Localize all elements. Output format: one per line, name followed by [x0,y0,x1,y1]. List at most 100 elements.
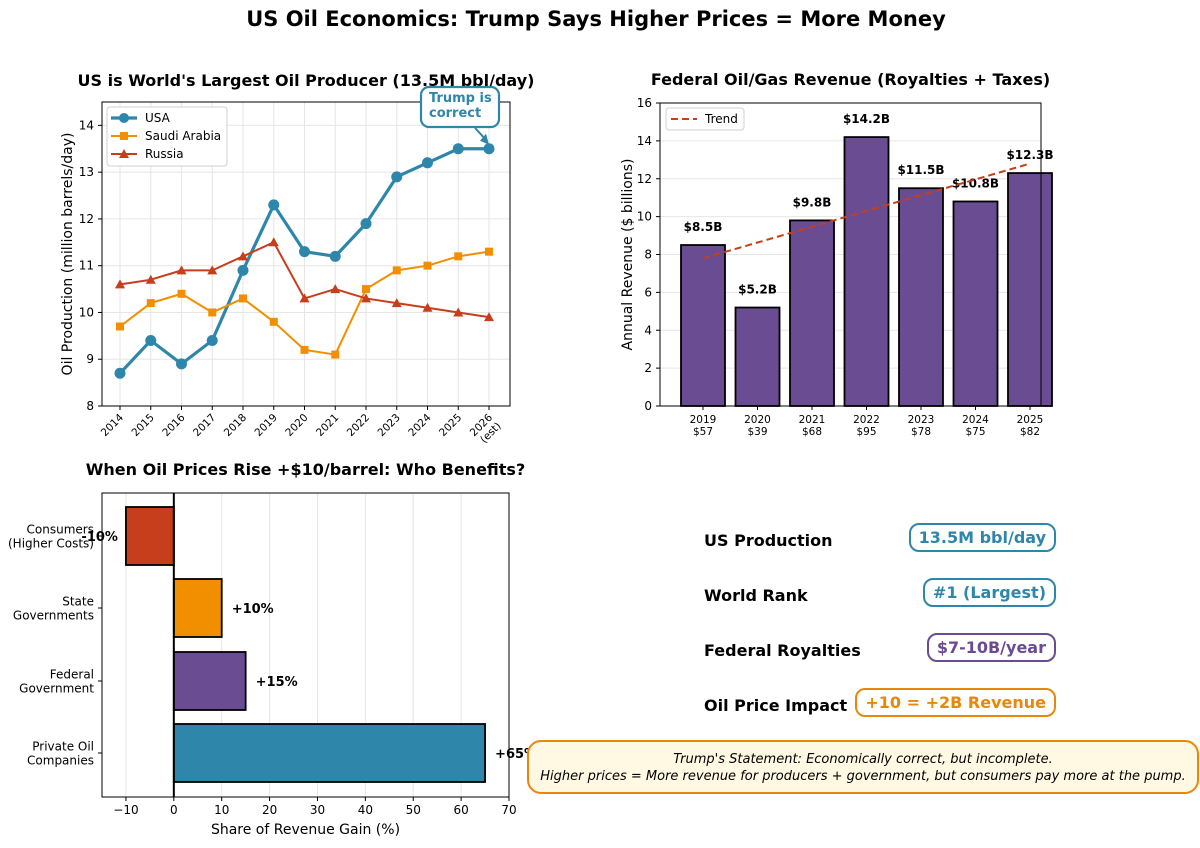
data-point [423,261,432,270]
bar-value-label: +65% [495,747,537,762]
data-point [299,293,310,303]
legend-label: Trend [704,112,738,126]
x-tick-label: 2014 [99,411,127,439]
data-point [176,358,187,370]
y-axis-label: Annual Revenue ($ billions) [620,159,636,351]
y-tick-label: 12 [79,212,94,226]
bar-value-label: -10% [81,530,118,545]
x-axis-label: Share of Revenue Gain (%) [211,822,400,838]
data-point [269,317,278,326]
legend-marker [120,132,128,140]
bar-value-label: $5.2B [738,283,777,297]
data-point [237,264,249,276]
metric-value: 13.5M bbl/day [908,523,1056,552]
x-tick-label: 2023 [375,412,402,439]
x-tick-label: 2020 $39 [744,414,771,438]
metric-label: Federal Royalties [704,641,861,660]
y-tick-label: 6 [644,285,652,299]
legend-label: Russia [145,147,184,161]
metric-value: #1 (Largest) [922,578,1056,607]
x-tick-label: 2025 [437,412,464,439]
revenue-bar [734,306,781,407]
y-tick-label: 14 [637,134,652,148]
plot-frame [101,101,511,407]
y-tick-label: 8 [644,248,652,262]
data-point [268,237,279,247]
legend-box [665,107,745,131]
bar-value-label: $14.2B [843,112,890,126]
bar-value-label: $11.5B [897,163,944,177]
x-tick-label: −10 [113,803,138,817]
data-point [116,322,124,331]
data-point [362,285,370,294]
x-tick-label: 20 [262,803,277,817]
y-tick-label: 0 [644,399,652,413]
metric-label: US Production [704,531,833,550]
x-tick-label: 2023 $78 [908,414,935,438]
legend-marker [119,113,129,123]
data-point [484,312,494,322]
data-point [452,143,464,155]
data-point [422,302,433,312]
data-point [115,279,125,289]
data-point [239,294,247,303]
benefit-chart: When Oil Prices Rise +$10/barrel: Who Be… [8,460,537,838]
y-tick-label: Private Oil Companies [27,740,94,768]
data-point [114,367,126,379]
metric-label: World Rank [704,586,808,605]
annotation-text: Trump is correct [429,91,492,121]
data-point [176,265,187,275]
data-point [331,350,340,359]
data-point [207,265,218,275]
x-tick-label: 50 [406,803,421,817]
production-chart-title: US is World's Largest Oil Producer (13.5… [78,71,535,90]
x-tick-label: 2016 [160,411,188,439]
bar-value-label: +10% [232,602,274,617]
legend-label: USA [145,111,171,125]
x-tick-label: 2017 [191,412,218,439]
statement-box: Trump's Statement: Economically correct,… [527,740,1199,794]
data-point [330,284,341,294]
revenue-bar [680,244,726,407]
metric-value: $7-10B/year [926,633,1056,662]
data-point [329,250,341,262]
data-point [422,157,433,169]
y-tick-label: State Governments [13,595,94,623]
data-point [392,266,401,275]
statement-line-1: Trump's Statement: Economically correct,… [673,752,1053,767]
bar-value-label: $12.3B [1006,148,1053,162]
x-tick-label: 2024 [406,411,434,439]
bar-value-label: $10.8B [952,176,999,190]
x-tick-label: 2020 [283,412,310,439]
y-tick-label: 2 [644,361,652,375]
revenue-bar [898,187,944,407]
revenue-bar [952,200,999,407]
x-tick-label: 60 [453,803,468,817]
x-tick-label: 2026(est) [468,411,504,447]
statement-line-2: Higher prices = More revenue for produce… [540,769,1186,784]
bar-value-label: +15% [256,675,298,690]
x-tick-label: 10 [214,803,229,817]
legend-label: Saudi Arabia [145,129,221,143]
benefit-chart-title: When Oil Prices Rise +$10/barrel: Who Be… [86,460,525,479]
benefit-bar [172,651,247,711]
y-tick-label: 12 [637,172,652,186]
plot-frame [659,102,1042,407]
data-point [485,247,493,256]
y-tick-label: Consumers (Higher Costs) [8,523,94,551]
x-tick-label: 2021 [314,412,341,439]
x-tick-label: 2025 $82 [1017,414,1044,438]
y-tick-label: 10 [79,305,94,319]
legend-marker [119,149,129,158]
bar-value-label: $9.8B [793,195,832,209]
benefit-bar [172,723,486,783]
data-point [268,199,280,211]
x-tick-label: 2015 [129,412,156,439]
data-point [391,171,403,183]
x-tick-label: 30 [310,803,325,817]
y-tick-label: 10 [637,210,652,224]
x-tick-label: 40 [358,803,373,817]
x-tick-label: 2024 $75 [962,414,989,438]
revenue-chart-title: Federal Oil/Gas Revenue (Royalties + Tax… [651,70,1050,89]
